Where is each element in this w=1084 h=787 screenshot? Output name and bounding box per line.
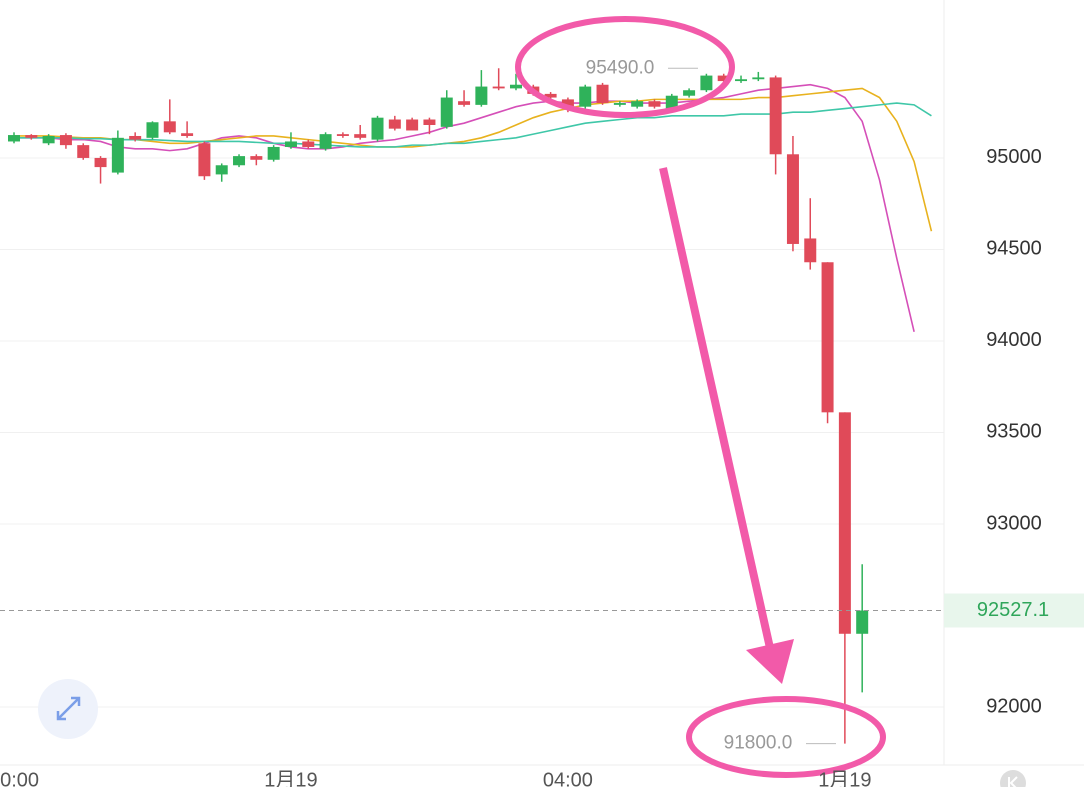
moving-average-line (14, 83, 915, 332)
candle-body (804, 238, 817, 263)
low-label: 91800.0 (724, 733, 793, 754)
candle-body (59, 135, 72, 146)
candle-body (752, 77, 765, 80)
scroll-end-bg[interactable] (1000, 770, 1026, 787)
high-label: 95490.0 (586, 57, 655, 78)
candle-body (406, 119, 419, 131)
high-circle (515, 16, 735, 118)
candle-body (111, 137, 124, 173)
candle-body (579, 86, 592, 107)
y-tick-label: 92000 (986, 695, 1042, 717)
candle-body (665, 95, 678, 109)
expand-icon (56, 696, 81, 721)
candle-body (319, 134, 332, 149)
candle-body (284, 141, 297, 147)
candle-body (215, 165, 228, 175)
candle-body (821, 262, 834, 413)
candle-body (94, 157, 107, 168)
candle-body (458, 101, 471, 105)
scroll-end-icon (1008, 776, 1018, 787)
candle-body (838, 412, 851, 634)
highlight-annotations (515, 16, 886, 778)
candle-body (561, 99, 574, 109)
candle-body (42, 135, 55, 144)
candle-body (302, 141, 315, 147)
candle-body (146, 122, 159, 138)
candle-body (354, 134, 367, 138)
y-tick-label: 93500 (986, 421, 1042, 443)
low-circle (686, 696, 886, 778)
candle-body (25, 135, 38, 138)
candle-body (786, 154, 799, 244)
candle-body (181, 133, 194, 136)
candle-body (717, 75, 730, 82)
candle-body (129, 135, 142, 140)
expand-button[interactable] (38, 679, 98, 739)
candle-body (544, 93, 557, 98)
last-price-label: 92527.1 (977, 599, 1049, 621)
grid (0, 157, 944, 708)
y-tick-label: 94000 (986, 329, 1042, 351)
candle-body (475, 86, 488, 105)
y-tick-label: 94500 (986, 238, 1042, 260)
candle-body (250, 156, 263, 160)
arrow-head (746, 639, 794, 684)
candle-body (631, 101, 644, 107)
x-tick-label: 04:00 (543, 769, 593, 787)
plot (0, 68, 944, 744)
y-tick-label: 93000 (986, 512, 1042, 534)
last-price-bg (944, 593, 1084, 628)
x-tick-label: 1月19 (818, 769, 871, 787)
candle-body (683, 90, 696, 96)
candle-body (769, 77, 782, 155)
candle-body (856, 610, 869, 634)
candle-body (613, 103, 626, 105)
candle-body (492, 86, 505, 89)
candle-body (336, 134, 349, 136)
x-tick-label: 1月19 (264, 769, 317, 787)
candle-body (700, 75, 713, 91)
y-tick-label: 95000 (986, 146, 1042, 168)
candle-body (371, 117, 384, 140)
scroll-end-button[interactable] (1000, 770, 1026, 787)
candle-body (163, 121, 176, 133)
candle-body (388, 119, 401, 129)
candle-body (440, 97, 453, 127)
candle-body (423, 119, 436, 125)
x-tick-label: 00:00 (0, 769, 39, 787)
candle-body (267, 146, 280, 160)
arrow-shaft (659, 167, 774, 649)
candle-body (735, 79, 748, 82)
candle-body (233, 156, 246, 166)
candle-body (198, 143, 211, 177)
candle-body (648, 101, 661, 107)
candle-body (8, 135, 20, 142)
candle-body (509, 84, 522, 89)
candle-body (77, 145, 90, 158)
candle-body (596, 84, 609, 104)
